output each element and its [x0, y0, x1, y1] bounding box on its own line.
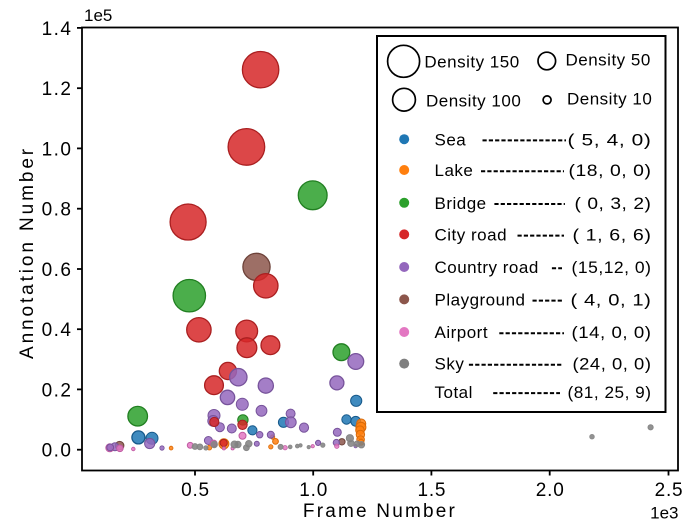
svg-text:(24, 0, 0): (24, 0, 0) [573, 355, 652, 374]
svg-text:Density 10: Density 10 [567, 89, 652, 108]
svg-text:1.5: 1.5 [417, 480, 446, 501]
svg-text:Frame Number: Frame Number [303, 501, 457, 522]
svg-text:Playground: Playground [435, 291, 526, 310]
svg-text:( 5, 4, 0): ( 5, 4, 0) [568, 130, 652, 149]
svg-text:2.0: 2.0 [536, 480, 565, 501]
svg-text:Country road: Country road [435, 258, 539, 277]
svg-text:2.5: 2.5 [655, 480, 684, 501]
svg-text:Sea: Sea [435, 130, 467, 149]
svg-text:Annotation Number: Annotation Number [17, 146, 38, 359]
svg-text:Airport: Airport [435, 323, 489, 342]
svg-text:Density 50: Density 50 [566, 50, 651, 69]
svg-text:0.6: 0.6 [42, 260, 73, 281]
svg-text:(18, 0, 0): (18, 0, 0) [569, 161, 652, 180]
svg-text:0.2: 0.2 [42, 380, 73, 401]
svg-text:0.5: 0.5 [181, 480, 210, 501]
svg-text:0.0: 0.0 [42, 441, 73, 462]
svg-text:1.0: 1.0 [299, 480, 328, 501]
svg-text:Total: Total [435, 383, 473, 402]
svg-text:1e5: 1e5 [84, 6, 112, 25]
svg-text:( 0, 3, 2): ( 0, 3, 2) [575, 194, 652, 213]
svg-text:1.4: 1.4 [42, 19, 73, 40]
svg-text:(14, 0, 0): (14, 0, 0) [572, 323, 652, 342]
svg-text:0.8: 0.8 [42, 200, 73, 221]
svg-text:0.4: 0.4 [42, 320, 73, 341]
svg-text:Bridge: Bridge [435, 194, 487, 213]
svg-text:City road: City road [435, 226, 508, 245]
svg-text:Density 150: Density 150 [424, 52, 519, 71]
svg-text:Sky: Sky [435, 355, 465, 374]
svg-text:1.2: 1.2 [42, 79, 73, 100]
svg-text:( 4, 0, 1): ( 4, 0, 1) [571, 291, 652, 310]
svg-text:( 1, 6, 6): ( 1, 6, 6) [573, 226, 652, 245]
svg-text:1.0: 1.0 [42, 139, 73, 160]
svg-text:(15,12, 0): (15,12, 0) [572, 258, 652, 277]
svg-text:Lake: Lake [435, 161, 474, 180]
svg-text:1e3: 1e3 [650, 504, 678, 523]
svg-text:(81, 25, 9): (81, 25, 9) [568, 383, 652, 402]
svg-text:Density 100: Density 100 [426, 91, 521, 110]
